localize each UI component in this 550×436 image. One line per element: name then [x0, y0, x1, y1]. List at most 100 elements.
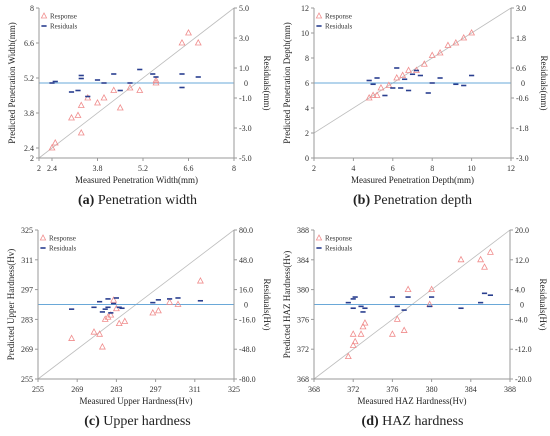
response-point — [77, 101, 85, 108]
response-point — [166, 298, 174, 305]
y-tick-label: 380 — [297, 286, 309, 295]
response-point — [115, 319, 123, 327]
y-axis-title: Predicted Upper Hardness(Hv) — [6, 249, 16, 360]
caption-letter: (c) — [84, 414, 100, 429]
response-point — [444, 41, 452, 48]
response-point — [420, 60, 428, 67]
response-point — [178, 38, 186, 46]
response-point — [110, 86, 118, 93]
y-tick-label: 2 — [30, 154, 34, 163]
response-point — [373, 91, 381, 98]
x-tick-label: 283 — [110, 385, 122, 394]
y2-tick-label-zero: 0 — [520, 301, 524, 310]
y-tick-label: 8 — [305, 54, 309, 63]
caption-letter: (a) — [78, 193, 95, 208]
y2-tick-label: 1.8 — [516, 34, 526, 43]
y2-tick-label: -4.0 — [515, 315, 528, 324]
response-point — [369, 91, 377, 98]
response-point — [104, 313, 112, 320]
y2-tick-label-zero: 0 — [521, 79, 525, 88]
y2-tick-label: 80.0 — [239, 226, 253, 235]
x-tick-label: 10 — [468, 164, 476, 173]
caption-c: (c) Upper hardness — [0, 414, 275, 430]
response-point — [174, 300, 182, 307]
caption-d: (d) HAZ hardness — [275, 414, 550, 430]
x-tick-label: 297 — [150, 385, 162, 394]
x-tick-label: 6 — [391, 164, 395, 173]
legend-residuals-label: Residuals — [50, 23, 77, 31]
y-tick-label: 6.6 — [24, 39, 34, 48]
y2-tick-label: -5.0 — [239, 154, 252, 163]
x-tick-label: 3.8 — [93, 164, 103, 173]
response-point — [112, 304, 120, 312]
response-point — [393, 73, 401, 81]
y-tick-label: 0 — [305, 154, 309, 163]
y2-axis-title: Residuals(mm) — [539, 56, 549, 111]
response-point — [194, 38, 202, 46]
x-tick-label: 380 — [426, 385, 438, 394]
x-tick-label: 255 — [32, 385, 44, 394]
y2-tick-label: 12.0 — [515, 256, 529, 265]
response-point — [116, 103, 124, 111]
y2-tick-label: 3.0 — [239, 34, 249, 43]
x-tick-label: 8 — [232, 164, 236, 173]
x-tick-label: 311 — [189, 385, 201, 394]
legend-response-label: Response — [325, 13, 352, 21]
response-point — [152, 76, 160, 83]
response-point — [385, 81, 393, 88]
response-point — [393, 315, 401, 322]
response-point — [136, 86, 144, 93]
response-point — [349, 330, 357, 337]
response-point — [436, 48, 444, 56]
y-tick-label: 5.2 — [24, 74, 34, 83]
y-tick-label: 283 — [21, 315, 33, 324]
response-point — [468, 28, 476, 36]
y-tick-label: 368 — [297, 375, 309, 384]
response-point — [388, 330, 396, 337]
legend-response-label: Response — [50, 13, 77, 21]
caption-text: HAZ hardness — [378, 414, 464, 429]
response-point — [96, 330, 104, 337]
response-point — [428, 285, 436, 293]
caption-a: (a) Penetration width — [0, 193, 275, 209]
response-point — [107, 311, 115, 318]
legend-residuals-label: Residuals — [325, 245, 352, 253]
response-point — [152, 78, 160, 86]
y2-tick-label: -3.0 — [516, 154, 529, 163]
legend-residuals-label: Residuals — [325, 23, 352, 31]
y-tick-label: 6 — [305, 79, 309, 88]
response-point — [344, 352, 352, 360]
response-point — [149, 308, 157, 316]
y2-tick-label: 48.0 — [239, 256, 253, 265]
y2-tick-label: -1.0 — [239, 94, 252, 103]
response-point — [481, 263, 488, 270]
response-point — [452, 38, 460, 46]
response-point — [77, 128, 85, 136]
x-tick-label: 376 — [386, 385, 398, 394]
y-tick-label: 3.8 — [24, 109, 34, 118]
x-tick-label: 372 — [347, 385, 359, 394]
legend-response-marker — [315, 234, 323, 241]
chart-panel-upper-hardness: 255 269 283 297 311 325255269283297311325-80.… — [6, 226, 272, 406]
response-point — [457, 255, 465, 263]
y-tick-label: 297 — [21, 286, 33, 295]
response-point — [98, 343, 106, 350]
response-point — [359, 322, 367, 330]
response-point — [404, 285, 412, 293]
x-tick-label: 384 — [465, 385, 477, 394]
caption-letter: (d) — [361, 414, 379, 429]
x-axis-title: Measured HAZ Hardness(Hv) — [358, 396, 467, 406]
response-point — [51, 138, 59, 146]
response-point — [377, 83, 385, 91]
response-point — [477, 255, 485, 263]
y-axis-title: Predicted Penetration Depth(mm) — [282, 22, 292, 143]
diagonal-reference-line — [313, 7, 512, 134]
x-tick-label: 368 — [308, 385, 320, 394]
x-tick-label: 325 — [228, 385, 240, 394]
response-point — [68, 113, 75, 121]
y-tick-label: 388 — [297, 226, 309, 235]
response-point — [400, 326, 408, 333]
y-tick-label: 269 — [21, 345, 33, 354]
caption-text: Penetration width — [94, 193, 197, 208]
